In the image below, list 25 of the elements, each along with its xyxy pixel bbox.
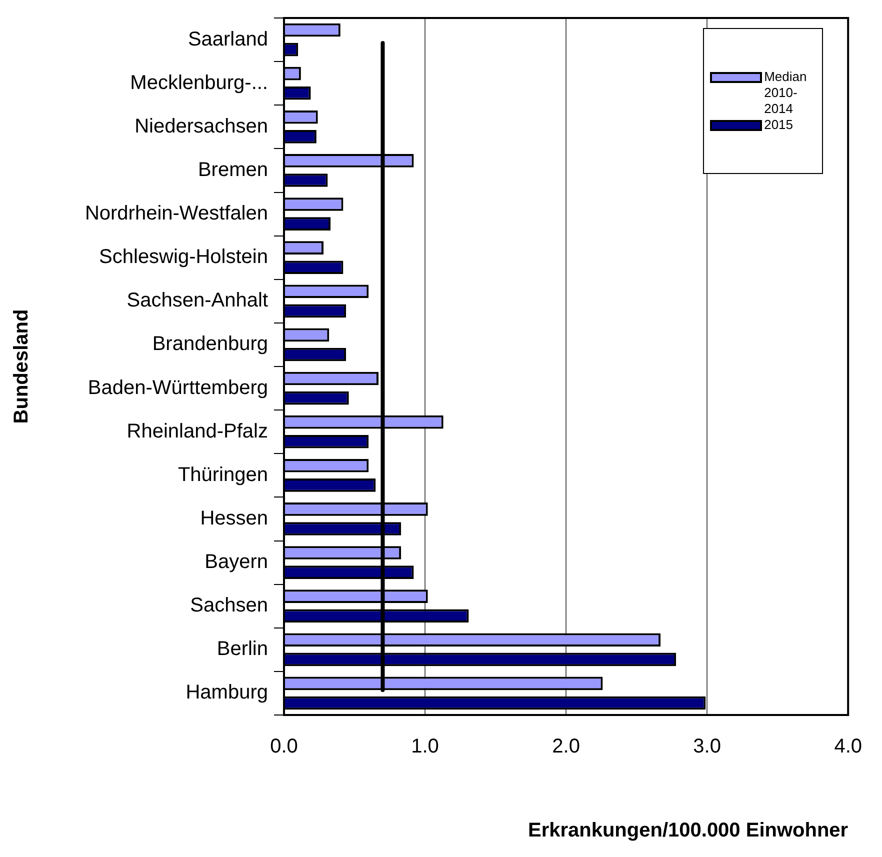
x-axis-title: Erkrankungen/100.000 Einwohner — [528, 820, 848, 842]
y-tick-label: Rheinland-Pfalz — [126, 420, 268, 442]
legend-label: Median 2010-2014 — [764, 69, 808, 117]
y-tick-label: Niedersachsen — [134, 115, 268, 138]
y-tick-label: Nordrhein-Westfalen — [84, 202, 268, 225]
y-axis-title: Bundesland — [10, 309, 33, 424]
y-tick-label: Baden-Württemberg — [88, 376, 268, 399]
y-tick-label: Sachsen-Anhalt — [126, 290, 268, 312]
x-tick-label: 4.0 — [834, 736, 862, 758]
y-tick-label: Mecklenburg-... — [130, 72, 268, 94]
legend-label: 2015 — [764, 117, 794, 133]
y-tick-label: Thüringen — [178, 464, 268, 486]
y-tick-label: Schleswig-Holstein — [99, 246, 268, 268]
y-tick-label: Berlin — [216, 638, 268, 660]
y-tick-label: Brandenburg — [152, 333, 268, 356]
x-tick-label: 0.0 — [270, 736, 298, 758]
y-tick-label: Sachsen — [190, 594, 268, 617]
y-tick-label: Bayern — [204, 551, 268, 574]
x-tick-label: 1.0 — [411, 736, 439, 758]
x-tick-label: 3.0 — [693, 736, 721, 758]
y-tick-label: Hamburg — [186, 682, 268, 704]
y-tick-label: Saarland — [188, 28, 268, 50]
x-tick-label: 2.0 — [552, 736, 580, 758]
y-tick-label: Bremen — [198, 158, 268, 181]
y-tick-label: Hessen — [200, 507, 268, 530]
